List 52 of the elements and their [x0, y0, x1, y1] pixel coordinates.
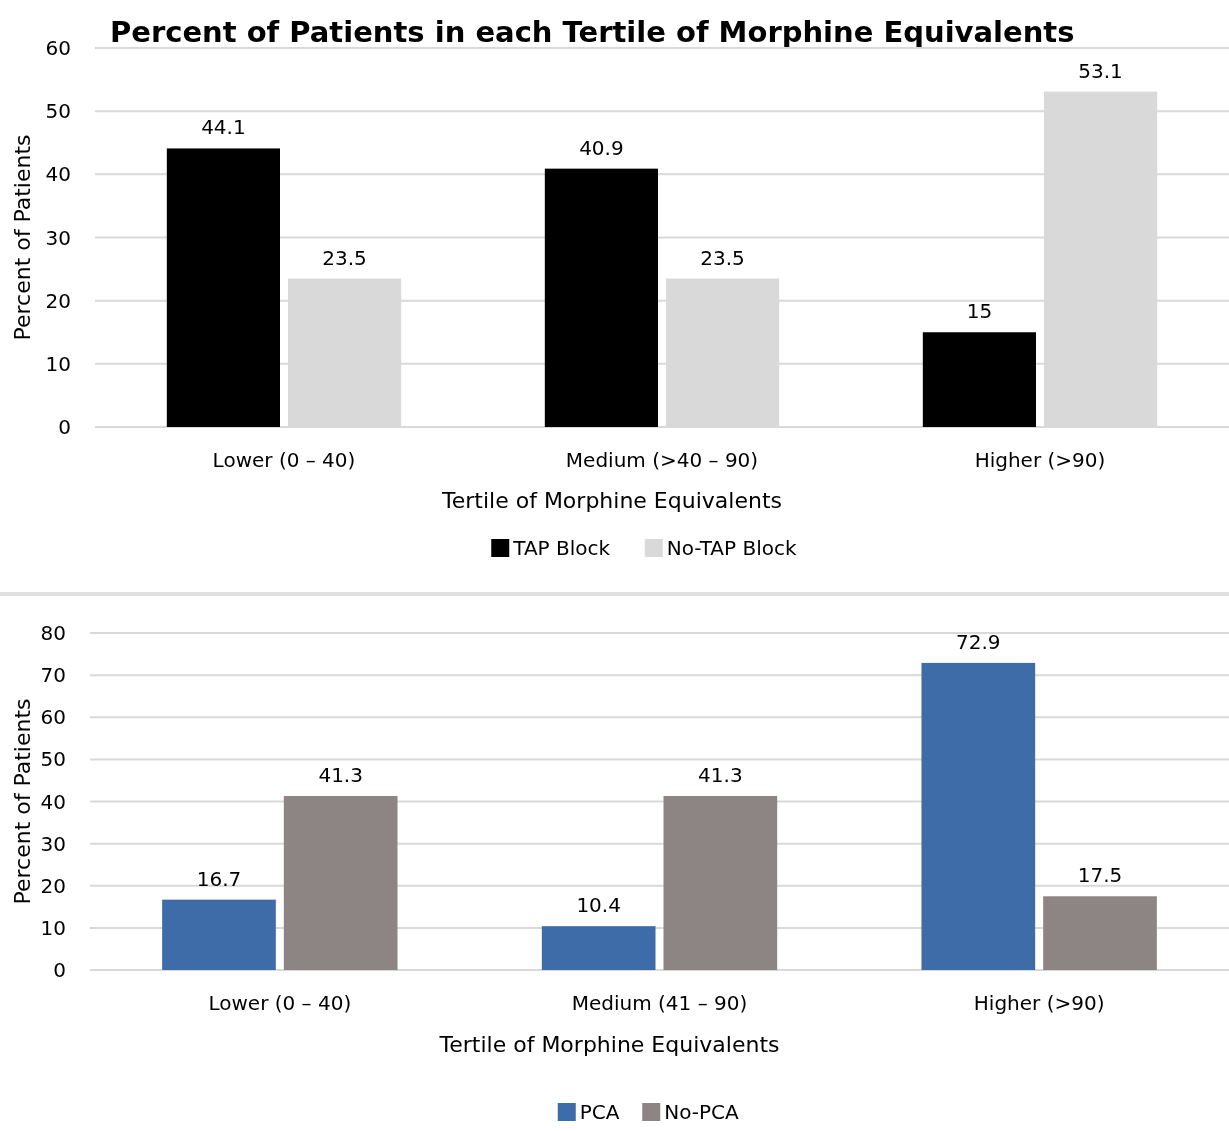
- y-tick-label: 0: [53, 958, 66, 982]
- x-axis-title: Tertile of Morphine Equivalents: [438, 1032, 780, 1057]
- y-tick-label: 10: [45, 351, 71, 376]
- x-tick-label: Medium (>40 – 90): [565, 448, 759, 472]
- legend-label: No-TAP Block: [666, 536, 797, 560]
- y-tick-label: 0: [58, 415, 71, 439]
- data-label: 16.7: [196, 866, 242, 891]
- y-tick-label: 60: [40, 705, 66, 730]
- bar: [283, 796, 398, 970]
- bar: [166, 148, 280, 427]
- y-tick-label: 40: [45, 162, 71, 187]
- y-tick-label: 50: [45, 99, 71, 124]
- data-label: 23.5: [700, 245, 745, 270]
- legend-label: No-PCA: [664, 1100, 740, 1124]
- y-tick-label: 20: [40, 873, 66, 898]
- y-axis-title: Percent of Patients: [10, 698, 35, 905]
- y-tick-label: 40: [40, 789, 66, 814]
- y-tick-label: 10: [40, 915, 66, 940]
- y-tick-label: 70: [40, 663, 66, 688]
- data-label: 17.5: [1077, 863, 1123, 888]
- bar: [544, 168, 658, 427]
- y-tick-label: 80: [40, 621, 66, 645]
- y-tick-label: 50: [40, 747, 66, 772]
- chart-title: Percent of Patients in each Tertile of Morphine Equivalents: [110, 15, 1075, 49]
- bar: [922, 332, 1036, 427]
- x-axis-title: Tertile of Morphine Equivalents: [441, 488, 782, 513]
- data-label: 41.3: [318, 763, 363, 788]
- y-tick-label: 30: [45, 225, 71, 250]
- data-label: 44.1: [201, 115, 246, 140]
- y-tick-label: 60: [45, 36, 71, 60]
- x-tick-label: Higher (>90): [973, 991, 1105, 1015]
- data-label: 15: [966, 299, 993, 324]
- data-label: 53.1: [1078, 58, 1123, 83]
- y-tick-label: 30: [40, 831, 66, 856]
- data-label: 10.4: [576, 893, 621, 918]
- bar: [921, 662, 1036, 970]
- bar: [1043, 896, 1157, 970]
- legend-label: PCA: [579, 1100, 620, 1124]
- y-tick-label: 20: [45, 288, 71, 313]
- x-tick-label: Lower (0 – 40): [208, 991, 352, 1015]
- bar: [162, 899, 276, 970]
- x-tick-label: Medium (41 – 90): [571, 991, 748, 1015]
- data-label: 40.9: [579, 135, 624, 160]
- bar: [541, 926, 656, 970]
- data-label: 72.9: [956, 629, 1001, 654]
- data-label: 23.5: [322, 245, 367, 270]
- bar: [663, 796, 778, 970]
- legend-label: TAP Block: [512, 536, 611, 560]
- data-label: 41.3: [698, 763, 743, 788]
- x-tick-label: Lower (0 – 40): [212, 448, 356, 472]
- x-tick-label: Higher (>90): [974, 448, 1106, 472]
- y-axis-title: Percent of Patients: [10, 134, 35, 341]
